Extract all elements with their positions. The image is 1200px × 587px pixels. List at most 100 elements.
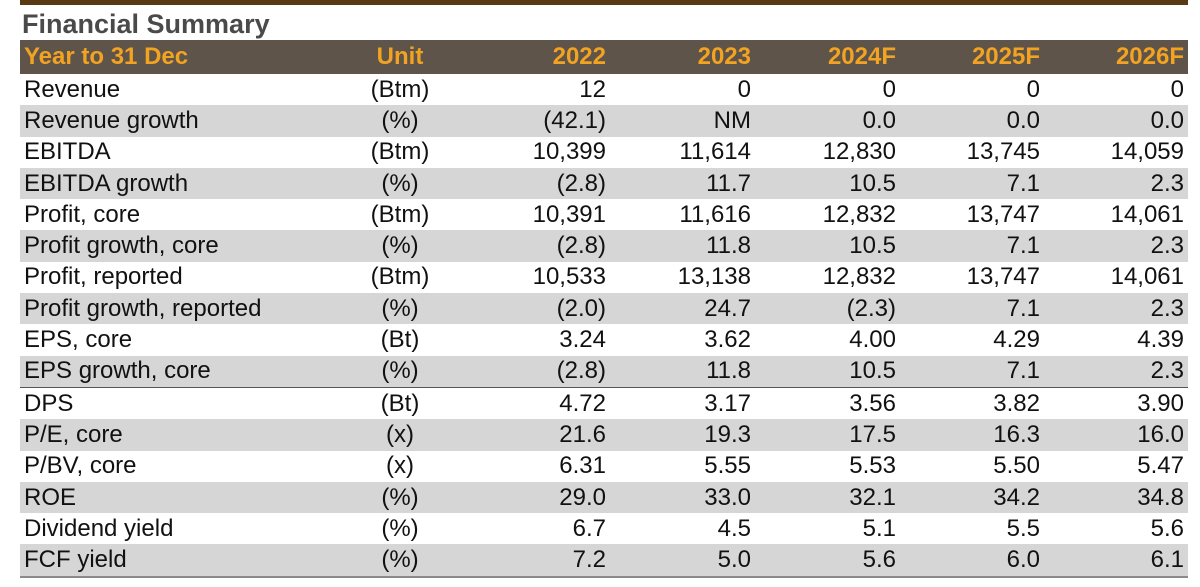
row-unit: (x) bbox=[350, 419, 450, 451]
value-cell: 0 bbox=[737, 75, 751, 103]
table-row: ROE (%) 29.0 33.0 32.1 34.2 34.8 bbox=[20, 481, 1188, 514]
table-row: EBITDA (Btm) 10,399 11,614 12,830 13,745 14,05… bbox=[20, 137, 1188, 168]
row-label: ROE bbox=[20, 481, 350, 514]
table-body: Revenue (Btm) 12 0 0 0 0 Revenue growth (%) (42.1… bbox=[20, 74, 1188, 576]
value-cell: 14,061 bbox=[1110, 263, 1184, 291]
value-cell: 5.47 bbox=[1137, 452, 1184, 480]
header-cell-year: 2025F bbox=[900, 40, 1044, 74]
top-rule bbox=[20, 0, 1188, 5]
row-unit: (%) bbox=[381, 514, 419, 542]
row-unit: (Bt) bbox=[380, 326, 420, 354]
value-cell: 12 bbox=[579, 75, 606, 103]
row-label: Profit, reported bbox=[24, 263, 183, 291]
table-row: Profit, core (Btm) 10,391 11,616 12,832 13,74… bbox=[20, 199, 1188, 230]
value-cell: 0.0 bbox=[1044, 105, 1188, 137]
row-label: EBITDA bbox=[24, 138, 111, 166]
value-cell: 10,391 bbox=[532, 200, 606, 228]
value-cell: 13,747 bbox=[966, 263, 1040, 291]
value-cell: 6.31 bbox=[559, 452, 606, 480]
value-cell: 3.56 bbox=[755, 386, 900, 420]
row-label: P/BV, core bbox=[24, 452, 137, 480]
value-cell: 7.1 bbox=[900, 293, 1044, 325]
value-cell: 17.5 bbox=[755, 419, 900, 451]
value-cell: 5.6 bbox=[1150, 514, 1184, 542]
value-cell: 4.39 bbox=[1137, 326, 1184, 354]
value-cell: 2.3 bbox=[1044, 230, 1188, 262]
value-cell: 5.5 bbox=[1006, 514, 1040, 542]
value-cell: NM bbox=[610, 105, 755, 137]
value-cell: 13,747 bbox=[966, 200, 1040, 228]
table-row: DPS (Bt) 4.72 3.17 3.56 3.82 3.90 bbox=[20, 386, 1188, 420]
financial-table: Year to 31 Dec Unit 2022 2023 2024F 2025… bbox=[20, 40, 1188, 576]
row-unit: (%) bbox=[350, 355, 450, 388]
value-cell: 5.55 bbox=[704, 452, 751, 480]
value-cell: 13,138 bbox=[677, 263, 751, 291]
table-row: Dividend yield (%) 6.7 4.5 5.1 5.5 5.6 bbox=[20, 513, 1188, 544]
value-cell: 4.00 bbox=[849, 326, 896, 354]
header-cell-year: 2024F bbox=[755, 40, 900, 74]
table-row: Revenue (Btm) 12 0 0 0 0 bbox=[20, 74, 1188, 105]
value-cell: 3.62 bbox=[704, 326, 751, 354]
value-cell: 4.5 bbox=[717, 514, 751, 542]
row-label: Profit growth, core bbox=[20, 230, 350, 262]
value-cell: 0 bbox=[1026, 75, 1040, 103]
value-cell: 12,832 bbox=[822, 263, 896, 291]
value-cell: 5.6 bbox=[755, 544, 900, 576]
value-cell: 7.2 bbox=[450, 544, 610, 576]
table-row: Revenue growth (%) (42.1) NM 0.0 0.0 0.0 bbox=[20, 105, 1188, 137]
row-label: FCF yield bbox=[20, 544, 350, 576]
value-cell: 3.17 bbox=[610, 386, 755, 420]
value-cell: (2.8) bbox=[450, 167, 610, 200]
value-cell: 11.7 bbox=[610, 167, 755, 200]
header-cell-year: 2026F bbox=[1044, 40, 1188, 74]
value-cell: (2.3) bbox=[755, 293, 900, 325]
value-cell: (2.0) bbox=[450, 293, 610, 325]
row-label: Revenue bbox=[24, 75, 121, 103]
row-unit: (Btm) bbox=[370, 138, 430, 166]
value-cell: (2.8) bbox=[450, 355, 610, 388]
header-cell-unit: Unit bbox=[350, 40, 450, 74]
value-cell: 32.1 bbox=[755, 481, 900, 514]
value-cell: 11.8 bbox=[610, 355, 755, 388]
table-row: FCF yield (%) 7.2 5.0 5.6 6.0 6.1 bbox=[20, 544, 1188, 576]
value-cell: 3.24 bbox=[559, 326, 606, 354]
value-cell: 14,061 bbox=[1110, 200, 1184, 228]
value-cell: 10,533 bbox=[532, 263, 606, 291]
row-unit: (Btm) bbox=[370, 263, 430, 291]
value-cell: 10.5 bbox=[755, 230, 900, 262]
value-cell: 5.53 bbox=[849, 452, 896, 480]
value-cell: 34.8 bbox=[1044, 481, 1188, 514]
row-label: DPS bbox=[20, 386, 350, 420]
row-unit: (x) bbox=[386, 452, 414, 480]
value-cell: 19.3 bbox=[610, 419, 755, 451]
value-cell: 4.72 bbox=[450, 386, 610, 420]
value-cell: 7.1 bbox=[900, 230, 1044, 262]
value-cell: 6.0 bbox=[900, 544, 1044, 576]
value-cell: 29.0 bbox=[450, 481, 610, 514]
value-cell: 11,614 bbox=[679, 138, 751, 166]
value-cell: (2.8) bbox=[450, 230, 610, 262]
row-label: Profit, core bbox=[24, 200, 141, 228]
value-cell: 11,616 bbox=[679, 200, 751, 228]
row-unit: (%) bbox=[350, 293, 450, 325]
row-unit: (Btm) bbox=[370, 75, 430, 103]
value-cell: 2.3 bbox=[1044, 355, 1188, 388]
row-label: Profit growth, reported bbox=[20, 293, 350, 325]
table-row: P/BV, core (x) 6.31 5.55 5.53 5.50 5.47 bbox=[20, 451, 1188, 482]
table-row: EPS, core (Bt) 3.24 3.62 4.00 4.29 4.39 bbox=[20, 324, 1188, 355]
row-unit: (%) bbox=[350, 481, 450, 514]
table-row: Profit growth, reported (%) (2.0) 24.7 (2.3)… bbox=[20, 293, 1188, 325]
value-cell: 5.1 bbox=[862, 514, 896, 542]
value-cell: 0.0 bbox=[900, 105, 1044, 137]
value-cell: 14,059 bbox=[1110, 138, 1184, 166]
table-row: Profit, reported (Btm) 10,533 13,138 12,832 1… bbox=[20, 262, 1188, 293]
value-cell: 21.6 bbox=[450, 419, 610, 451]
bottom-rule bbox=[20, 575, 1188, 578]
header-cell-year: 2023 bbox=[610, 40, 755, 74]
value-cell: 3.82 bbox=[900, 386, 1044, 420]
header-cell-period: Year to 31 Dec bbox=[20, 40, 350, 74]
value-cell: 4.29 bbox=[993, 326, 1040, 354]
value-cell: 0 bbox=[1170, 75, 1184, 103]
row-unit: (%) bbox=[350, 230, 450, 262]
row-label: Dividend yield bbox=[24, 514, 174, 542]
